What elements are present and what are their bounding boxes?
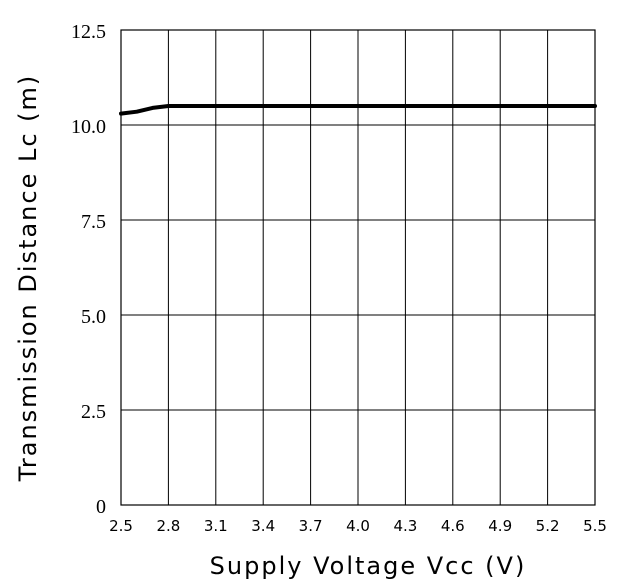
y-tick-label: 5.0 bbox=[81, 306, 106, 328]
y-tick-label: 2.5 bbox=[81, 401, 106, 423]
x-tick-label: 5.5 bbox=[583, 517, 607, 535]
x-tick-label: 4.9 bbox=[488, 517, 512, 535]
y-tick-label: 7.5 bbox=[81, 211, 106, 233]
y-tick-labels: 0 2.5 5.0 7.5 10.0 12.5 bbox=[71, 21, 106, 518]
y-tick-label: 12.5 bbox=[71, 21, 106, 43]
x-tick-label: 3.7 bbox=[299, 517, 323, 535]
x-tick-label: 5.2 bbox=[536, 517, 560, 535]
y-axis-title: Transmission Distance Lc (m) bbox=[14, 74, 42, 483]
y-tick-label: 10.0 bbox=[71, 116, 106, 138]
horizontal-grid-lines bbox=[121, 124, 595, 411]
y-tick-label: 0 bbox=[96, 496, 106, 518]
x-tick-label: 2.8 bbox=[156, 517, 180, 535]
x-tick-label: 3.4 bbox=[251, 517, 275, 535]
x-tick-label: 4.3 bbox=[393, 517, 417, 535]
series-layer bbox=[119, 104, 597, 116]
x-tick-label: 3.1 bbox=[204, 517, 228, 535]
x-axis-title: Supply Voltage Vcc (V) bbox=[210, 552, 527, 580]
x-tick-label: 2.5 bbox=[109, 517, 133, 535]
plot-frame bbox=[120, 29, 596, 506]
vertical-grid-lines bbox=[167, 30, 549, 505]
x-tick-labels: 2.5 2.8 3.1 3.4 3.7 4.0 4.3 4.6 4.9 5.2 5.5 bbox=[109, 517, 607, 535]
x-tick-label: 4.6 bbox=[441, 517, 465, 535]
series-line bbox=[119, 104, 597, 116]
x-tick-label: 4.0 bbox=[346, 517, 370, 535]
